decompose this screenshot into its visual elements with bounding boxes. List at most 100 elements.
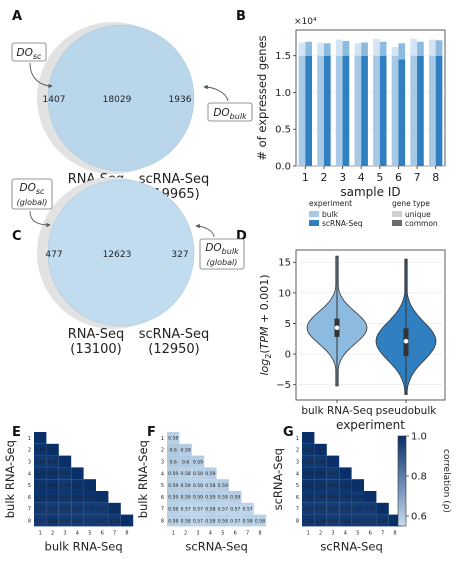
- heatmap-e-cell-value: 1: [88, 483, 91, 489]
- heatmap-g-ytick-label: 8: [296, 519, 299, 525]
- panel-label-a: A: [12, 9, 22, 24]
- heatmap-e-cell: [58, 514, 72, 527]
- legend-unique-swatch: [392, 211, 402, 217]
- heatmap-e-cell: [34, 491, 47, 503]
- heatmap-g-xtick-label: 6: [369, 530, 372, 536]
- violin-d-ytick-label: 5: [285, 319, 291, 330]
- bar-sc-unique: [305, 41, 313, 56]
- heatmap-f-ytick-label: 3: [161, 460, 164, 466]
- heatmap-e-cell-value: 0.97: [60, 518, 70, 524]
- heatmap-f-cell-value: 0.58: [180, 471, 190, 477]
- heatmap-g-ytick-label: 2: [296, 448, 299, 454]
- heatmap-e-cell-value: 1: [113, 507, 116, 513]
- heatmap-e-ylabel: bulk RNA-Seq: [3, 440, 17, 518]
- heatmap-f-cell-value: 0.59: [180, 495, 190, 501]
- bar-sc-common: [417, 55, 424, 166]
- bar-bulk-common: [298, 55, 306, 166]
- colorbar: 1.0 0.8 0.6 correlation (ρ): [397, 432, 451, 527]
- heatmap-f-ytick-label: 2: [161, 448, 164, 454]
- venn-c-total-right: (12950): [148, 342, 200, 357]
- heatmap-f-cell: [216, 491, 229, 503]
- venn-c-only-left: 477: [45, 250, 62, 260]
- heatmap-g-cell: [314, 491, 327, 503]
- heatmap-g-cell-value: 0.98: [303, 459, 313, 465]
- heatmap-g-xtick-label: 2: [319, 530, 322, 536]
- heatmap-g-cell: [351, 491, 364, 503]
- heatmap-g-cell: [302, 502, 315, 515]
- heatmap-e-cell: [34, 467, 47, 480]
- heatmap-e-cell-value: 0.99: [35, 495, 45, 501]
- heatmap-f-xtick-label: 1: [172, 530, 175, 536]
- heatmap-e-cell: [96, 514, 109, 527]
- heatmap-e-cell-value: 0.98: [35, 459, 45, 465]
- heatmap-g-ytick-label: 1: [296, 436, 299, 442]
- heatmap-f-cell-value: 0.58: [205, 518, 215, 524]
- heatmap-f-cell-value: 0.58: [180, 518, 190, 524]
- violin-d-ytick-label: 15: [278, 258, 291, 269]
- heatmap-e-cell: [96, 502, 109, 515]
- heatmap-f-ytick-label: 5: [161, 483, 164, 489]
- heatmap-f-cell: [179, 502, 192, 515]
- heatmap-f-cell-value: 0.59: [205, 495, 215, 501]
- legend-bulk-swatch: [309, 211, 319, 217]
- heatmap-e-xtick-label: 6: [101, 530, 104, 536]
- heatmap-f-cell-value: 0.58: [218, 495, 228, 501]
- heatmap-g-cell: [302, 491, 315, 503]
- heatmap-g-cell-value: 1: [356, 483, 359, 489]
- heatmap-f-cell: [204, 479, 217, 491]
- heatmap-g-cell-value: 0.98: [340, 495, 350, 501]
- legend-sc-label: scRNA-Seq: [322, 219, 363, 228]
- heatmap-e-xtick-label: 4: [76, 530, 79, 536]
- heatmap-g-cell-value: 0.98: [353, 495, 363, 501]
- heatmap-f-cell-value: 0.57: [218, 507, 228, 513]
- heatmap-e-cell: [46, 479, 59, 491]
- heatmap-f-cell: [167, 502, 180, 515]
- heatmap-f-cell-value: 0.59: [168, 495, 178, 501]
- heatmap-g-cell-value: 0.98: [315, 495, 325, 501]
- colorbar-bar: [397, 435, 407, 527]
- bar-b-xtick-label: 6: [395, 171, 402, 184]
- heatmap-e-cell: [71, 502, 84, 515]
- heatmap-f-cell-value: 0.6: [182, 459, 189, 465]
- violin-chart-d: −5 0 5 10 15 bulk RNA-Seq pseudobulkexperiment…: [258, 249, 446, 432]
- heatmap-g-cell-value: 0.98: [377, 518, 387, 524]
- legend-genetype-title: gene type: [392, 199, 430, 208]
- heatmap-g-cell: [314, 443, 327, 456]
- venn-c-do-sc-box: [11, 178, 53, 210]
- heatmap-g-cell: [302, 432, 315, 444]
- bar-b-ytick-label: 1.0: [275, 88, 291, 99]
- heatmap-g-cell-value: 1: [381, 507, 384, 513]
- bar-sc-unique: [361, 42, 368, 56]
- heatmap-e-xlabel: bulk RNA-Seq: [45, 539, 123, 553]
- heatmap-f-xtick-label: 2: [184, 530, 187, 536]
- heatmap-e-cell-value: 0.99: [47, 471, 57, 477]
- heatmap-e-cell: [108, 514, 121, 527]
- heatmap-g-cell-value: 0.99: [303, 471, 313, 477]
- heatmap-e-cell: [83, 502, 96, 515]
- heatmap-f-cell-value: 0.59: [193, 459, 203, 465]
- heatmap-g-cell: [339, 467, 352, 480]
- bar-bulk-common: [410, 55, 418, 166]
- panel-label-d: D: [236, 229, 247, 244]
- heatmap-g-cell-value: 0.97: [303, 507, 313, 513]
- bar-bulk-unique: [335, 39, 343, 56]
- heatmap-e-cell-value: 0.97: [97, 507, 107, 513]
- heatmap-e-cell: [83, 491, 96, 503]
- heatmap-g-cell: [314, 479, 327, 491]
- panel-label-g: G: [283, 425, 294, 440]
- bar-b-xtick-label: 2: [320, 171, 327, 184]
- heatmap-f-cell: [179, 443, 192, 456]
- heatmap-f-cell: [167, 467, 180, 480]
- bar-b-xtick-label: 1: [302, 171, 309, 184]
- heatmap-f-cell: [191, 467, 205, 480]
- venn-a-only-left: 1407: [43, 95, 66, 105]
- heatmap-g-cell: [376, 502, 389, 515]
- heatmap-g-xtick-label: 1: [307, 530, 310, 536]
- heatmap-e-cell-value: 0.98: [47, 459, 57, 465]
- bar-b-ylabel: # of expressed genes: [255, 35, 269, 160]
- heatmap-e-cell-value: 1: [64, 459, 67, 465]
- heatmap-g-xtick-label: 8: [393, 530, 396, 536]
- venn-c-do-bulk-box: [199, 238, 245, 270]
- venn-c-do-sc-global: (global): [17, 198, 48, 207]
